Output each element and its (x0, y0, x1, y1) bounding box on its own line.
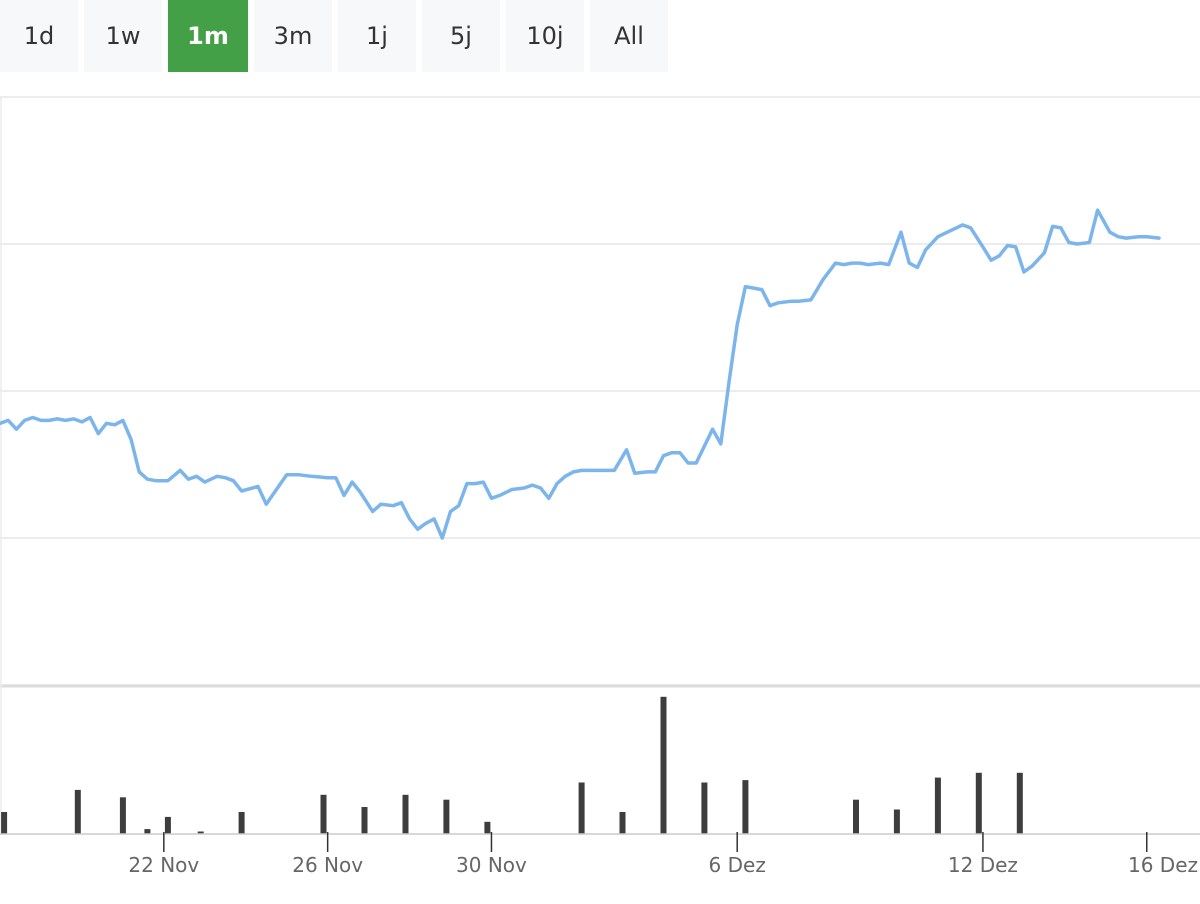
volume-bar (853, 799, 859, 834)
volume-bar (74, 789, 81, 834)
range-button-1m[interactable]: 1m (168, 0, 248, 72)
volume-bar (934, 777, 941, 834)
volume-bar (578, 782, 585, 834)
range-button-3m[interactable]: 3m (254, 0, 332, 72)
x-axis: 22 Nov 26 Nov 30 Nov 6 Dez 12 Dez 16 Dez (0, 832, 1200, 877)
volume-bar (361, 807, 368, 834)
volume-bar (1016, 772, 1023, 835)
range-button-5j[interactable]: 5j (422, 0, 500, 72)
range-button-10j[interactable]: 10j (506, 0, 584, 72)
volume-bar (660, 696, 667, 834)
price-plot (0, 208, 1161, 540)
volume-bar (164, 816, 171, 834)
volume-bar (238, 812, 245, 834)
chart-svg: 22 Nov 26 Nov 30 Nov 6 Dez 12 Dez 16 Dez (0, 96, 1200, 877)
volume-plot (1, 696, 1023, 835)
x-tick-label: 12 Dez (948, 853, 1018, 877)
volume-bar (197, 831, 204, 834)
volume-bar (619, 812, 626, 834)
volume-bar (402, 794, 409, 834)
volume-bar (975, 772, 982, 835)
volume-bar (742, 780, 749, 834)
volume-bar (320, 794, 327, 834)
range-button-1w[interactable]: 1w (84, 0, 162, 72)
x-tick-label: 22 Nov (128, 853, 199, 877)
volume-bar (119, 797, 126, 835)
x-tick-label: 26 Nov (292, 853, 363, 877)
x-tick-label: 16 Dez (1128, 853, 1198, 877)
price-grid (0, 96, 1200, 834)
volume-bar (484, 821, 491, 835)
volume-bar (701, 782, 708, 834)
range-button-all[interactable]: All (590, 0, 668, 72)
volume-bar (893, 809, 900, 834)
volume-bar (443, 799, 450, 834)
range-button-1d[interactable]: 1d (0, 0, 78, 72)
x-tick-label: 6 Dez (709, 853, 766, 877)
volume-bar (1, 812, 8, 834)
range-selector: 1d 1w 1m 3m 1j 5j 10j All (0, 0, 674, 72)
range-button-1j[interactable]: 1j (338, 0, 416, 72)
x-tick-label: 30 Nov (456, 853, 527, 877)
stock-chart: 22 Nov 26 Nov 30 Nov 6 Dez 12 Dez 16 Dez (0, 80, 1200, 900)
price-line (0, 208, 1161, 540)
volume-bar (144, 829, 151, 834)
